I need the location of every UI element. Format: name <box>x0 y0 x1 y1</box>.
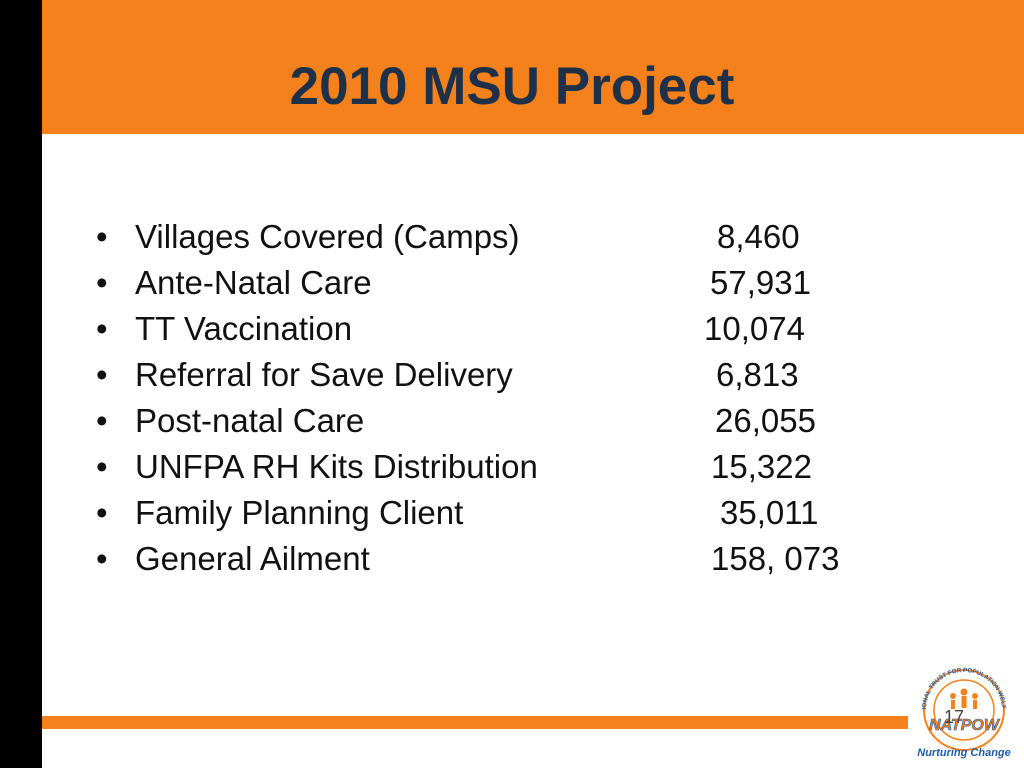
people-icon <box>950 688 978 709</box>
item-label: Ante-Natal Care <box>135 264 372 301</box>
item-value: 158, 073 <box>711 540 840 577</box>
bullet-icon: • <box>96 402 108 439</box>
item-label: Referral for Save Delivery <box>135 356 513 393</box>
item-value: 35,011 <box>720 494 819 531</box>
bottom-orange-bar <box>42 716 908 729</box>
svg-text:NATIONAL TRUST FOR POPULATION: NATIONAL TRUST FOR POPULATION WELFARE <box>906 660 1007 710</box>
item-label: TT Vaccination <box>135 310 353 347</box>
bullet-icon: • <box>96 448 108 485</box>
item-value: 15,322 <box>711 448 812 485</box>
svg-text:Nurturing Change: Nurturing Change <box>917 747 1011 759</box>
bullet-icon: • <box>96 218 108 255</box>
natpow-logo: NATIONAL TRUST FOR POPULATION WELFARE NA… <box>906 660 1011 759</box>
title-band <box>42 0 1024 134</box>
item-value: 10,074 <box>704 310 805 347</box>
item-value: 26,055 <box>715 402 816 439</box>
item-value: 57,931 <box>710 264 811 301</box>
bullet-icon: • <box>96 264 108 301</box>
item-label: Villages Covered (Camps) <box>135 218 520 255</box>
item-value: 6,813 <box>716 356 799 393</box>
left-black-bar <box>0 0 42 768</box>
item-label: Post-natal Care <box>135 402 365 439</box>
bullet-icon: • <box>96 540 108 577</box>
slide-title: 2010 MSU Project <box>289 57 735 116</box>
item-label: Family Planning Client <box>135 494 464 531</box>
svg-text:NATPOW: NATPOW <box>929 717 1001 734</box>
slide-number: 17 <box>944 707 965 727</box>
item-value: 8,460 <box>717 218 800 255</box>
item-label: UNFPA RH Kits Distribution <box>135 448 538 485</box>
bullet-icon: • <box>96 310 108 347</box>
item-label: General Ailment <box>135 540 370 577</box>
bullet-icon: • <box>96 356 108 393</box>
bullet-icon: • <box>96 494 108 531</box>
